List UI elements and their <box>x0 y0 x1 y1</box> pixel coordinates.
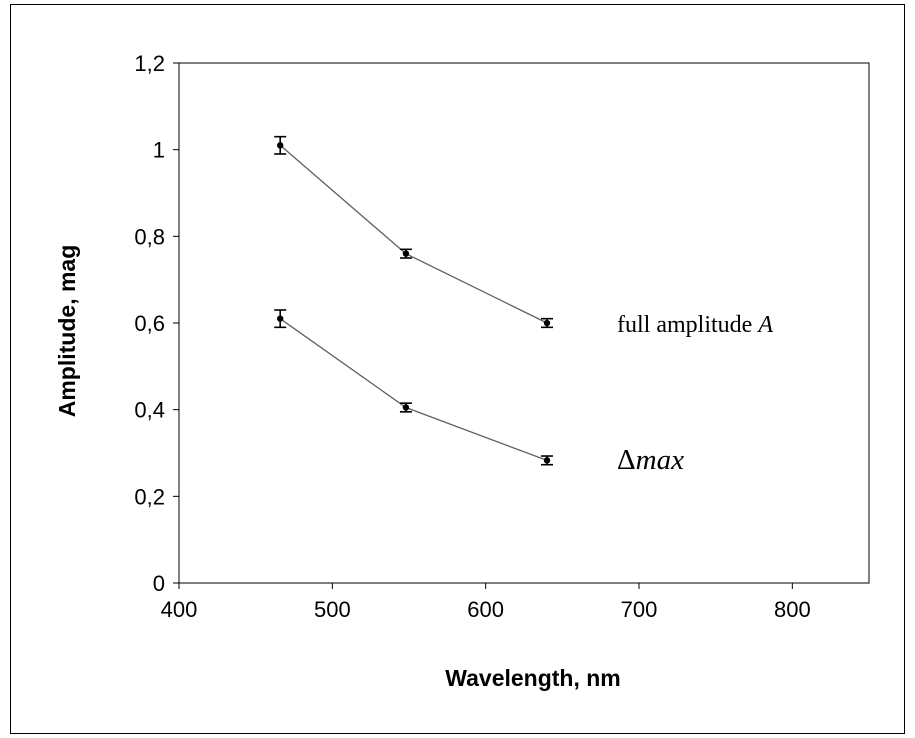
x-tick-label-2: 600 <box>467 597 504 622</box>
series-0-point-2 <box>543 319 551 327</box>
series-label-delta-max: Δmax <box>617 444 684 476</box>
series-0-line <box>279 144 548 324</box>
x-tick-label-4: 800 <box>774 597 811 622</box>
series-label-delta-symbol: Δ <box>617 444 636 476</box>
series-label-full-amplitude-text: full amplitude <box>617 312 758 338</box>
series-label-full-amplitude: full amplitude A <box>617 312 773 338</box>
y-tick-label-5: 1 <box>153 138 165 163</box>
x-tick-label-3: 700 <box>621 597 658 622</box>
y-tick-label-4: 0,8 <box>134 224 165 249</box>
series-label-full-amplitude-symbol: A <box>756 312 773 338</box>
x-tick-label-0: 400 <box>161 597 198 622</box>
series-layer <box>274 135 553 466</box>
series-1-line <box>279 318 548 462</box>
x-tick-label-1: 500 <box>314 597 351 622</box>
x-axis-title: Wavelength, nm <box>445 665 621 691</box>
series-1-point-0 <box>277 315 284 322</box>
y-tick-label-6: 1,2 <box>134 51 165 76</box>
chart-frame: 0 0,2 0,4 0,6 0,8 1 1,2 400 500 600 700 800 Wavelen… <box>10 4 905 734</box>
y-axis-title: Amplitude, mag <box>54 245 80 418</box>
series-label-delta-max-text: max <box>636 444 684 476</box>
y-tick-label-1: 0,2 <box>134 484 165 509</box>
axes-layer <box>173 62 870 589</box>
y-tick-label-2: 0,4 <box>134 398 165 423</box>
chart-svg: 0 0,2 0,4 0,6 0,8 1 1,2 400 500 600 700 800 Wavelen… <box>54 51 870 691</box>
y-tick-label-3: 0,6 <box>134 311 165 336</box>
y-tick-label-0: 0 <box>153 571 165 596</box>
series-1-point-1 <box>402 404 410 411</box>
series-1-point-2 <box>543 457 551 464</box>
labels-layer: 0 0,2 0,4 0,6 0,8 1 1,2 400 500 600 700 800 <box>134 51 810 622</box>
series-0-point-0 <box>277 142 284 149</box>
series-0-point-1 <box>402 250 410 257</box>
